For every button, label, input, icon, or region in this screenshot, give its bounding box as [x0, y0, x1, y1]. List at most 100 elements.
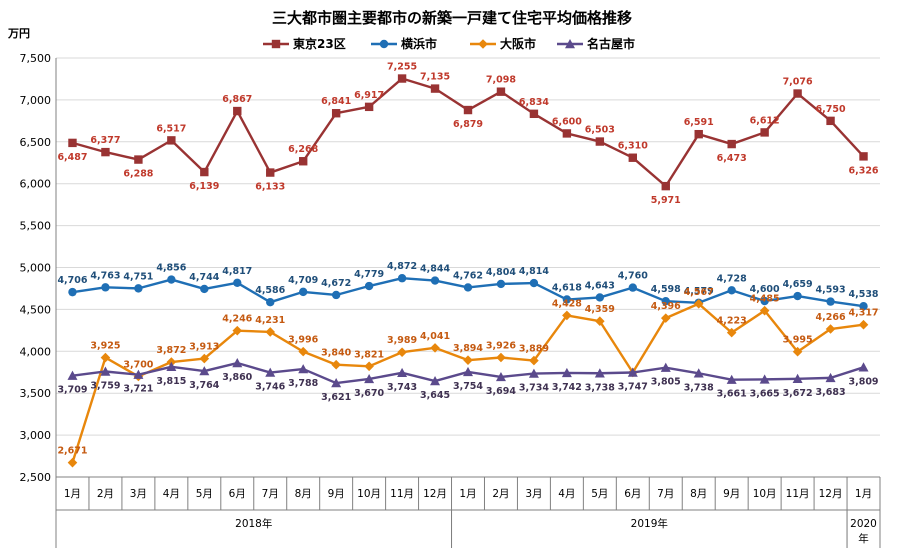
- data-label: 4,709: [288, 275, 318, 286]
- data-label: 3,754: [453, 381, 483, 392]
- data-point: [331, 290, 341, 300]
- data-label: 4,231: [255, 315, 285, 326]
- data-point: [271, 39, 281, 49]
- data-point: [660, 313, 671, 323]
- data-point: [299, 157, 308, 166]
- data-label: 3,746: [255, 382, 285, 393]
- x-tick-label: 8月: [690, 488, 707, 500]
- data-point: [265, 327, 276, 337]
- data-point: [397, 347, 407, 358]
- data-label: 6,288: [123, 169, 153, 180]
- data-point: [397, 367, 408, 378]
- data-point: [562, 310, 572, 321]
- data-label: 4,396: [651, 301, 681, 312]
- data-label: 6,310: [618, 141, 648, 152]
- data-point: [134, 284, 143, 293]
- data-point: [200, 284, 209, 294]
- data-label: 3,738: [684, 382, 714, 393]
- series-大阪市: [67, 298, 869, 468]
- legend-item: 東京23区: [263, 36, 346, 51]
- data-label: 3,995: [783, 335, 813, 346]
- y-tick-label: 4,500: [20, 303, 52, 316]
- data-point: [628, 153, 637, 162]
- x-tick-label: 5月: [591, 488, 608, 500]
- data-label: 3,764: [189, 380, 219, 391]
- data-label: 4,760: [618, 271, 648, 282]
- data-point: [200, 167, 209, 177]
- data-label: 3,743: [387, 382, 417, 393]
- data-point: [727, 139, 736, 149]
- data-point: [331, 378, 342, 388]
- series-東京23区: [68, 74, 868, 191]
- data-label: 4,223: [717, 316, 747, 327]
- data-point: [760, 296, 769, 306]
- data-point: [825, 372, 836, 383]
- data-label: 3,926: [486, 341, 516, 352]
- y-tick-label: 6,000: [20, 178, 52, 191]
- data-point: [792, 373, 803, 383]
- data-point: [199, 366, 210, 376]
- data-point: [693, 368, 704, 378]
- data-label: 4,779: [354, 269, 384, 280]
- y-tick-label: 6,500: [20, 136, 52, 149]
- data-label: 6,139: [189, 181, 219, 192]
- data-point: [628, 283, 637, 292]
- data-label: 4,266: [816, 312, 846, 323]
- data-point: [166, 361, 177, 372]
- data-label: 6,473: [717, 153, 747, 164]
- y-axis: 2,500 3,000 3,500 4,000 4,500 5,000 5,500 6,000…: [20, 52, 57, 484]
- data-point: [299, 287, 308, 297]
- data-label: 6,377: [90, 135, 120, 146]
- data-point: [759, 374, 770, 384]
- data-point: [826, 116, 835, 126]
- data-point: [859, 152, 868, 161]
- data-label: 3,889: [519, 344, 549, 355]
- x-tick-label: 8月: [295, 488, 312, 500]
- data-point: [430, 376, 441, 386]
- data-point: [167, 136, 176, 145]
- data-point: [430, 84, 440, 93]
- x-tick-label: 3月: [525, 488, 542, 500]
- data-label: 7,135: [420, 72, 450, 83]
- legend-item: 大阪市: [470, 36, 536, 51]
- y-tick-label: 3,000: [20, 429, 52, 442]
- data-label: 4,598: [651, 284, 681, 295]
- data-point: [478, 39, 488, 49]
- data-point: [101, 147, 110, 157]
- data-point: [430, 276, 440, 285]
- data-point: [496, 352, 506, 363]
- data-point: [661, 296, 670, 306]
- data-point: [760, 128, 769, 137]
- data-point: [463, 105, 473, 115]
- data-point: [561, 367, 572, 378]
- series-layer: [67, 74, 869, 468]
- x-tick-label: 2月: [97, 488, 114, 500]
- data-point: [825, 324, 836, 334]
- data-point: [397, 74, 407, 83]
- data-point: [463, 355, 473, 365]
- data-label: 3,742: [552, 382, 582, 393]
- data-label: 4,814: [519, 266, 549, 277]
- data-point: [266, 168, 275, 177]
- y-tick-label: 7,500: [20, 52, 52, 65]
- data-point: [496, 87, 506, 96]
- data-point: [364, 361, 374, 372]
- y-tick-label: 2,500: [20, 471, 52, 484]
- x-tick-label: 7月: [262, 488, 279, 500]
- year-label: 2019年: [631, 517, 668, 530]
- data-label: 4,856: [156, 263, 186, 274]
- data-label: 4,246: [222, 314, 252, 325]
- data-point: [694, 129, 703, 139]
- x-tick-label: 11月: [786, 488, 810, 500]
- data-label: 4,872: [387, 261, 417, 272]
- data-point: [595, 137, 605, 146]
- data-point: [364, 102, 374, 112]
- data-point: [364, 373, 375, 384]
- x-tick-label: 10月: [753, 488, 777, 500]
- data-point: [661, 181, 670, 191]
- data-point: [100, 352, 111, 363]
- data-label: 4,586: [255, 285, 285, 296]
- data-label: 3,661: [717, 389, 747, 400]
